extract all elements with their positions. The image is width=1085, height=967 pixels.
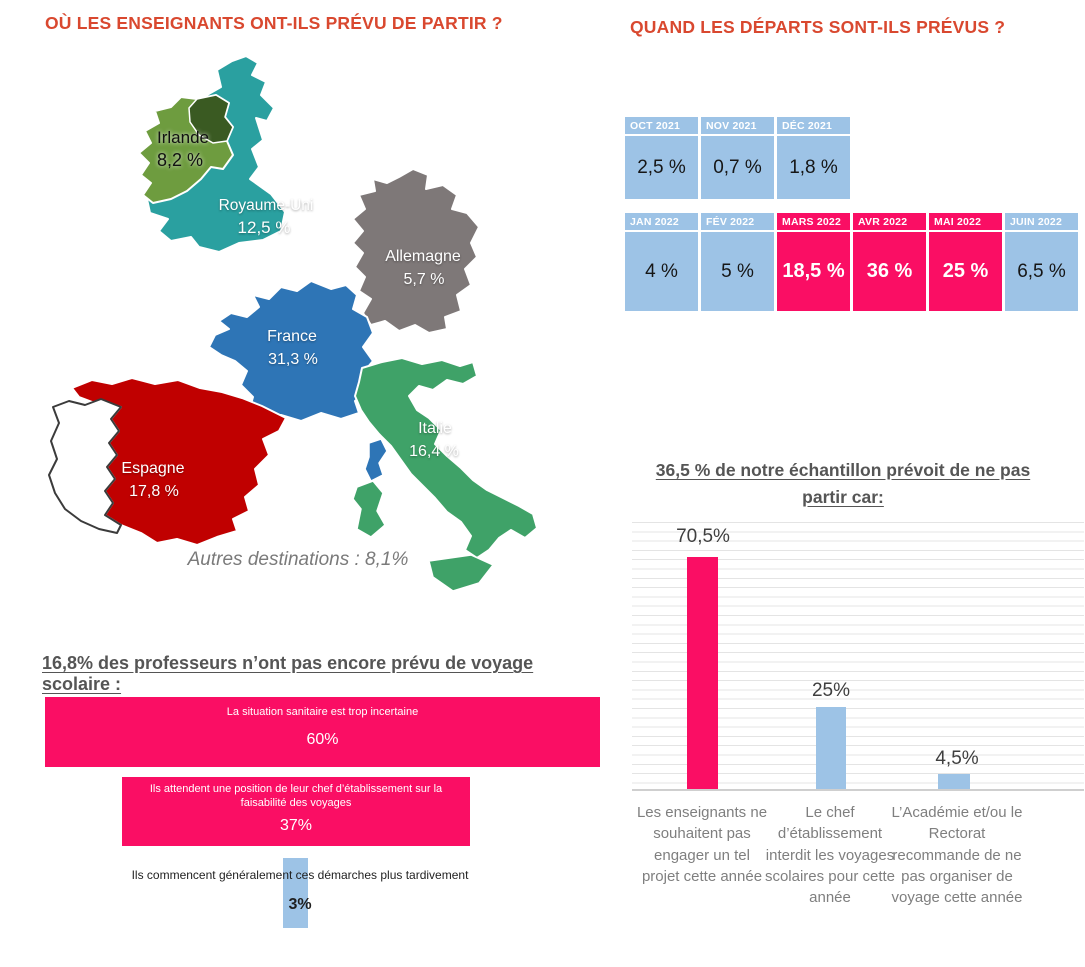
map-value-espagne: 17,8 %: [129, 483, 179, 500]
table-cell-oct-2021: OCT 2021 2,5 %: [625, 117, 698, 199]
bar-teachers: [687, 557, 718, 789]
table-cell-jan-2022: JAN 2022 4 %: [625, 213, 698, 311]
map-shape-corse: [364, 438, 388, 482]
section-title-not-planned: 16,8% des professeurs n’ont pas encore p…: [42, 653, 534, 694]
hbar-sanitary-label: La situation sanitaire est trop incertai…: [226, 706, 419, 718]
map-shape-italie: [354, 357, 538, 559]
table-value: 1,8 %: [777, 136, 850, 199]
map-shape-irlande-du-nord: [188, 94, 234, 144]
table-value: 0,7 %: [701, 136, 774, 199]
table-header: JUIN 2022: [1005, 213, 1078, 230]
table-value: 5 %: [701, 232, 774, 311]
departures-table-2022: JAN 2022 4 % FÉV 2022 5 % MARS 2022 18,5…: [625, 213, 1078, 311]
table-value: 4 %: [625, 232, 698, 311]
table-header: NOV 2021: [701, 117, 774, 134]
table-value: 36 %: [853, 232, 926, 311]
map-value-italie: 16,4 %: [409, 443, 459, 460]
map-label-espagne: Espagne: [121, 460, 184, 477]
hbar-later-value: 3%: [288, 896, 312, 913]
other-destinations-note: Autres destinations : 8,1%: [187, 549, 409, 570]
map-value-royaume-uni: 12,5 %: [238, 218, 291, 237]
table-cell-fev-2022: FÉV 2022 5 %: [701, 213, 774, 311]
hbar-later-label: Ils commencent généralement ces démarche…: [131, 868, 469, 882]
section-title-where: OÙ LES ENSEIGNANTS ONT-ILS PRÉVU DE PART…: [45, 13, 503, 33]
table-header: DÉC 2021: [777, 117, 850, 134]
hbar-waiting-value: 37%: [279, 816, 313, 834]
section-title-when: QUAND LES DÉPARTS SONT-ILS PRÉVUS ?: [630, 17, 1006, 37]
bar-teachers-value: 70,5%: [676, 526, 730, 547]
no-departure-bar-chart: 70,5% 25% 4,5%: [632, 522, 1084, 791]
table-cell-dec-2021: DÉC 2021 1,8 %: [777, 117, 850, 199]
table-value: 25 %: [929, 232, 1002, 311]
table-cell-avr-2022-highlighted: AVR 2022 36 %: [853, 213, 926, 311]
table-value: 6,5 %: [1005, 232, 1078, 311]
map-label-royaume-uni: Royaume-Uni: [219, 197, 314, 214]
departures-table-2021: OCT 2021 2,5 % NOV 2021 0,7 % DÉC 2021 1…: [625, 117, 850, 199]
map-label-allemagne: Allemagne: [385, 248, 461, 265]
map-label-france: France: [267, 328, 317, 345]
hbar-later-bar: [283, 858, 308, 928]
bar-academy: [938, 774, 970, 789]
bar-headmaster: [816, 707, 846, 789]
map-label-irlande: Irlande: [157, 128, 209, 147]
map-shape-portugal: [48, 398, 122, 534]
table-header: MAI 2022: [929, 213, 1002, 230]
bar-headmaster-label: Le chef d’établissement interdit les voy…: [764, 804, 896, 907]
table-cell-juin-2022: JUIN 2022 6,5 %: [1005, 213, 1078, 311]
bar-teachers-label: Les enseignants ne souhaitent pas engage…: [636, 804, 768, 885]
table-value: 18,5 %: [777, 232, 850, 311]
table-cell-mars-2022-highlighted: MARS 2022 18,5 %: [777, 213, 850, 311]
table-cell-mai-2022-highlighted: MAI 2022 25 %: [929, 213, 1002, 311]
table-header: MARS 2022: [777, 213, 850, 230]
hbar-later: Ils commencent généralement ces démarche…: [120, 858, 480, 930]
map-label-italie: Italie: [418, 420, 452, 437]
hbar-waiting: Ils attendent une position de leur chef …: [122, 777, 470, 846]
map-shape-sardaigne: [352, 480, 386, 538]
bar-academy-label: L’Académie et/ou le Rectorat recommande …: [891, 804, 1023, 907]
bar-academy-value: 4,5%: [935, 748, 979, 769]
table-header: OCT 2021: [625, 117, 698, 134]
map-value-france: 31,3 %: [268, 351, 318, 368]
hbar-waiting-label: Ils attendent une position de leur chef …: [149, 783, 443, 810]
table-cell-nov-2021: NOV 2021 0,7 %: [701, 117, 774, 199]
map-shape-sicile: [428, 554, 494, 592]
table-value: 2,5 %: [625, 136, 698, 199]
hbar-sanitary-value: 60%: [306, 731, 339, 749]
europe-map: Irlande 8,2 % Royaume-Uni 12,5 % Allemag…: [48, 55, 538, 592]
table-header: AVR 2022: [853, 213, 926, 230]
section-title-no-departure: 36,5 % de notre échantillon prévoit de n…: [655, 460, 1031, 508]
bar-headmaster-value: 25%: [811, 680, 851, 701]
table-header: FÉV 2022: [701, 213, 774, 230]
map-value-allemagne: 5,7 %: [404, 271, 445, 288]
map-shape-allemagne: [352, 168, 480, 334]
table-header: JAN 2022: [625, 213, 698, 230]
hbar-sanitary: La situation sanitaire est trop incertai…: [45, 697, 600, 767]
map-value-irlande: 8,2 %: [157, 150, 203, 170]
